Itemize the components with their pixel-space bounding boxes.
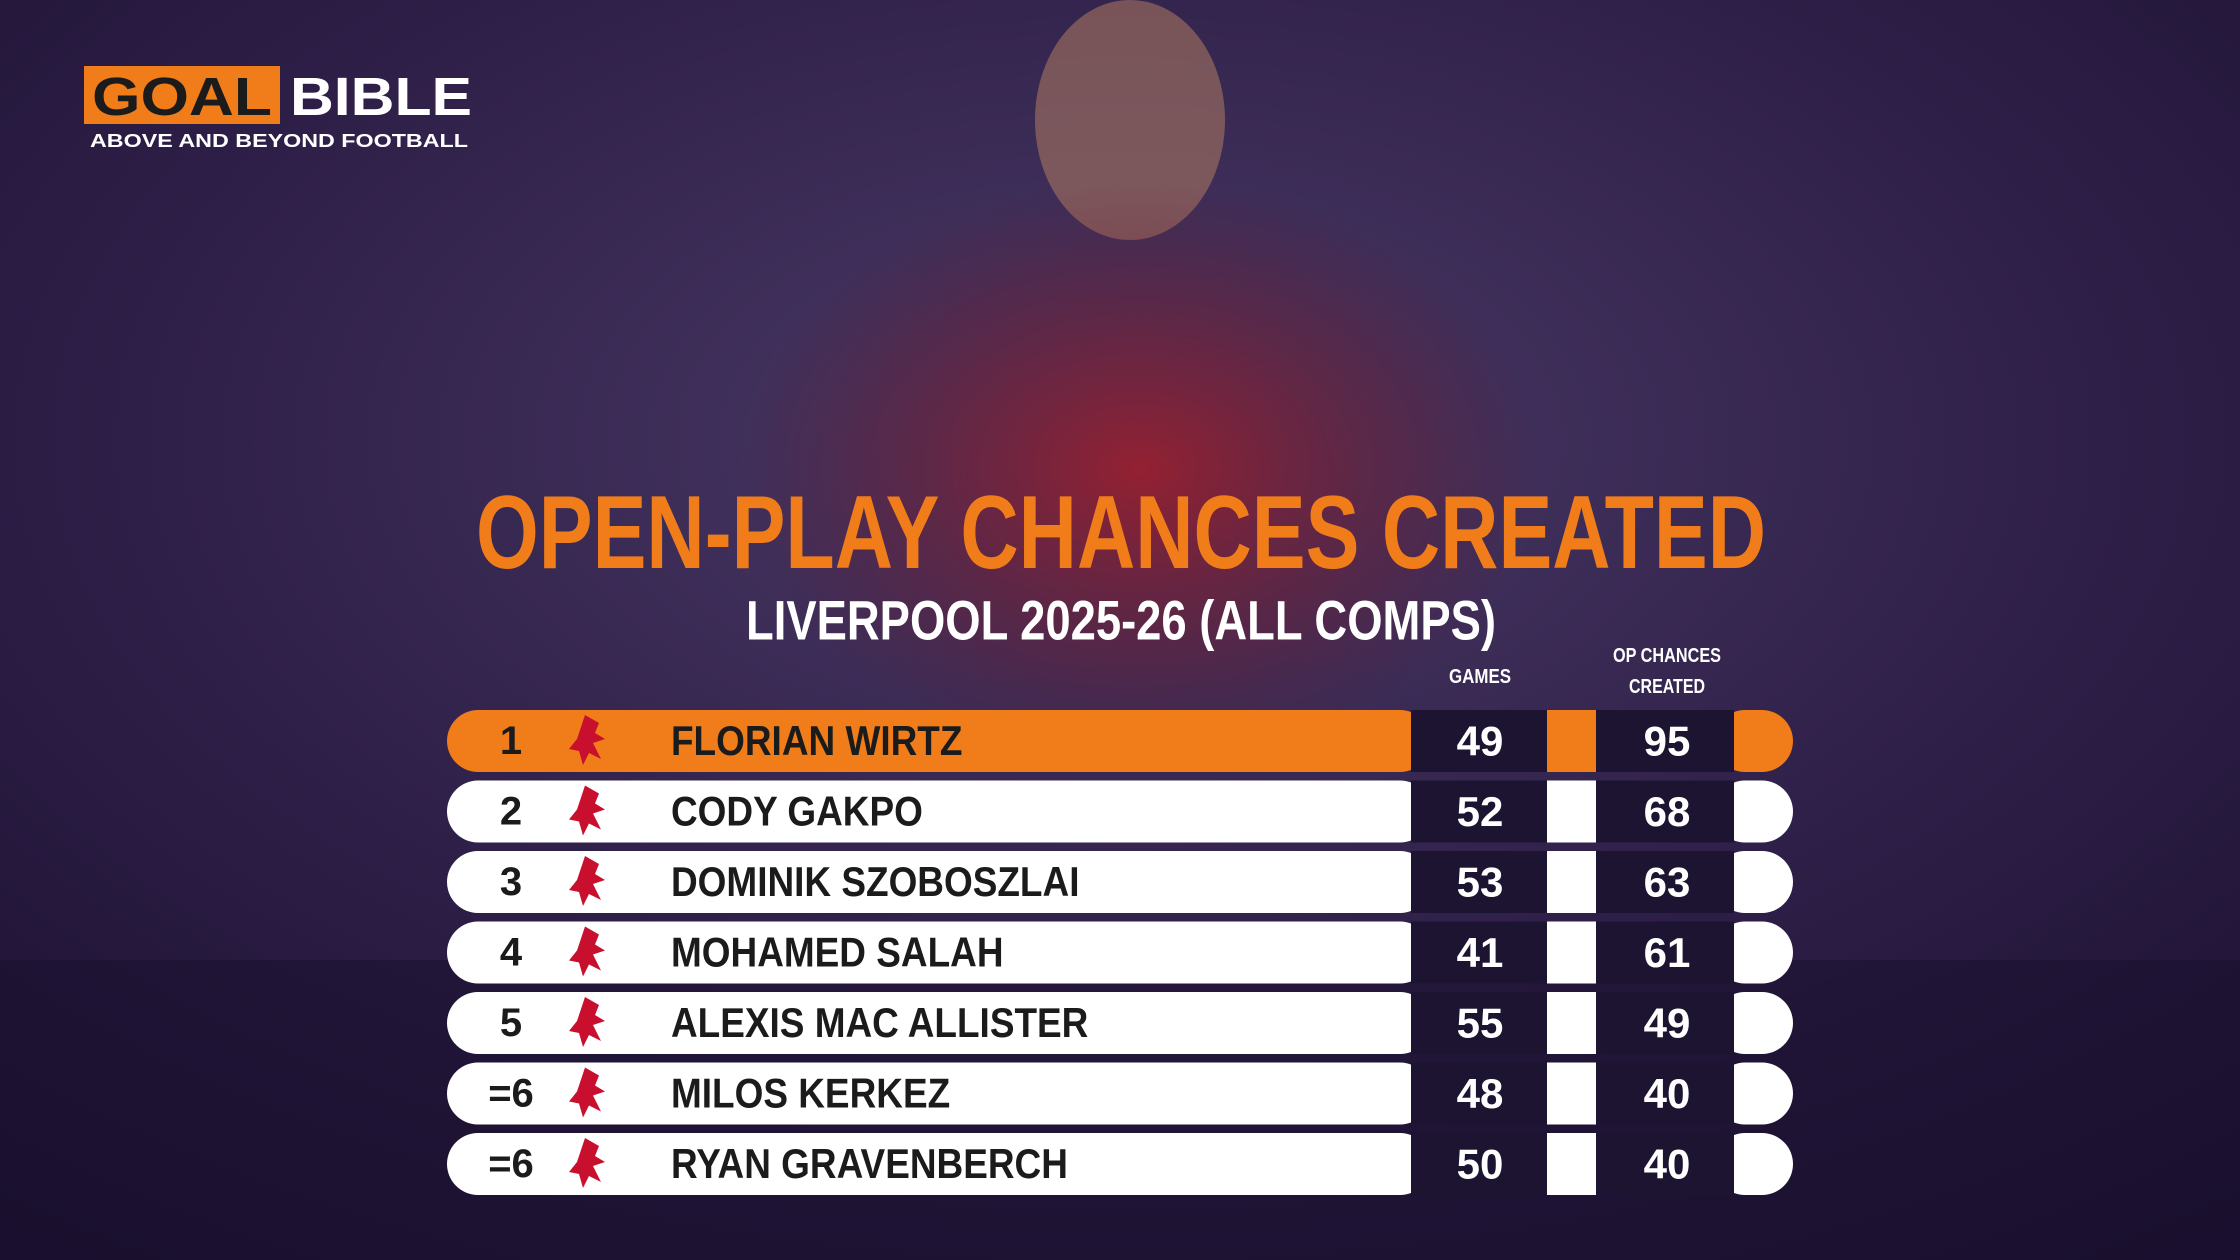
subtitle: LIVERPOOL 2025-26 (ALL COMPS) — [746, 589, 1496, 652]
title: OPEN-PLAY CHANCES CREATED — [476, 475, 1766, 591]
row-bar — [447, 1062, 1431, 1125]
games-cell — [1411, 992, 1547, 1054]
rank: =6 — [488, 1142, 534, 1186]
rank: 2 — [500, 790, 522, 834]
row-gap — [1547, 851, 1596, 913]
row-bar — [447, 851, 1431, 913]
logo-box — [84, 66, 280, 124]
chances: 61 — [1644, 929, 1691, 976]
row-gap — [1547, 921, 1596, 984]
rank: 5 — [500, 1001, 522, 1045]
games: 48 — [1457, 1070, 1504, 1117]
row-gap — [1547, 992, 1596, 1054]
club-crest — [569, 856, 605, 906]
chances: 95 — [1644, 718, 1691, 765]
player-body — [740, 180, 1540, 760]
games-cell — [1411, 851, 1547, 913]
games-cell — [1411, 1062, 1547, 1125]
player-name: CODY GAKPO — [671, 788, 923, 835]
chances: 68 — [1644, 788, 1691, 835]
games-cell — [1411, 710, 1547, 772]
rank: =6 — [488, 1072, 534, 1116]
chances-header: OP CHANCES — [1613, 645, 1721, 667]
player-name: MOHAMED SALAH — [671, 929, 1004, 976]
row-bar — [447, 780, 1431, 843]
games: 52 — [1457, 788, 1504, 835]
chances: 49 — [1644, 1000, 1691, 1047]
chances-cell — [1596, 921, 1734, 984]
club-crest — [569, 1067, 605, 1118]
club-crest — [569, 1138, 605, 1188]
row-bar — [447, 992, 1431, 1054]
row-bar — [447, 921, 1431, 984]
chances-cell — [1596, 1133, 1734, 1195]
games: 41 — [1457, 929, 1504, 976]
logo-goal: GOAL — [92, 67, 272, 127]
player-name: ALEXIS MAC ALLISTER — [671, 1000, 1088, 1047]
player-name: MILOS KERKEZ — [671, 1070, 950, 1117]
rank: 4 — [500, 931, 523, 975]
chances-cell — [1596, 851, 1734, 913]
games: 49 — [1457, 718, 1504, 765]
player-name: RYAN GRAVENBERCH — [671, 1141, 1068, 1188]
chances-cell — [1596, 780, 1734, 843]
games-cell — [1411, 921, 1547, 984]
player-name: DOMINIK SZOBOSZLAI — [671, 859, 1079, 906]
chances-cell — [1596, 710, 1734, 772]
games: 53 — [1457, 859, 1504, 906]
rank: 3 — [500, 860, 522, 904]
chances-cell — [1596, 1062, 1734, 1125]
row-bar — [447, 1133, 1431, 1195]
club-crest — [569, 785, 605, 836]
chances-cell — [1596, 992, 1734, 1054]
player-name: FLORIAN WIRTZ — [671, 718, 962, 765]
games-cell — [1411, 1133, 1547, 1195]
chances: 40 — [1644, 1070, 1691, 1117]
club-crest — [569, 926, 605, 977]
rank: 1 — [500, 719, 522, 763]
games-header: GAMES — [1449, 666, 1511, 688]
games-cell — [1411, 780, 1547, 843]
row-gap — [1547, 1133, 1596, 1195]
player-head — [1035, 0, 1225, 240]
club-crest — [569, 997, 605, 1047]
chances: 40 — [1644, 1141, 1691, 1188]
row-gap — [1547, 710, 1596, 772]
logo-bible: BIBLE — [290, 67, 472, 127]
tagline: ABOVE AND BEYOND FOOTBALL — [90, 131, 468, 151]
chances: 63 — [1644, 859, 1691, 906]
games: 50 — [1457, 1141, 1504, 1188]
row-gap — [1547, 780, 1596, 843]
row-gap — [1547, 1062, 1596, 1125]
chances-header: CREATED — [1629, 676, 1705, 698]
club-crest — [569, 715, 605, 765]
games: 55 — [1457, 1000, 1504, 1047]
row-bar — [447, 710, 1431, 772]
